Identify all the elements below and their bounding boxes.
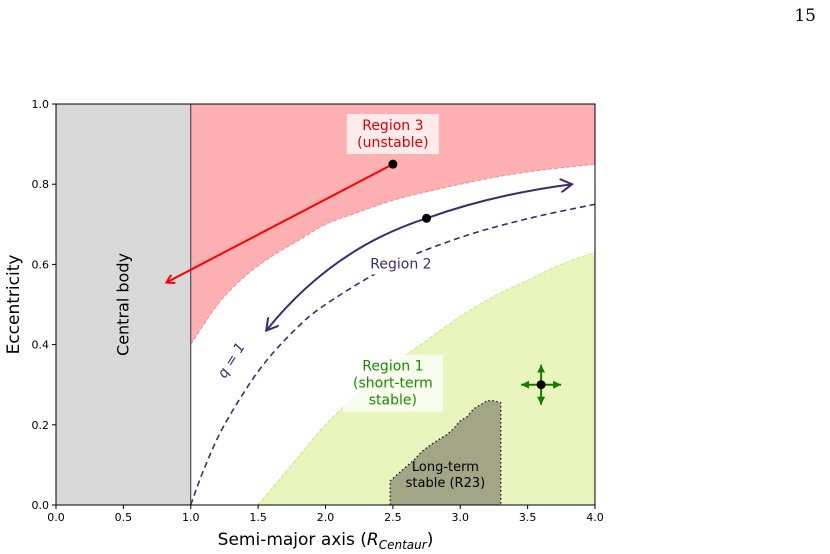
region3-label-group: Region 3(unstable) (346, 114, 439, 155)
region2-outward-arrow (426, 184, 573, 220)
x-tick-label: 2.0 (317, 511, 335, 524)
region3-area (190, 104, 595, 345)
x-tick-label: 3.5 (519, 511, 537, 524)
long-term-stable-label: stable (R23) (406, 476, 486, 491)
page-number: 15 (794, 6, 816, 26)
region2-inward-arrow (266, 217, 427, 330)
x-tick-label: 1.0 (182, 511, 200, 524)
x-tick-label: 0.5 (115, 511, 133, 524)
long-term-stable-label: Long-term (412, 460, 479, 475)
y-tick-label: 0.8 (32, 178, 50, 191)
region1-label: (short-term (353, 376, 433, 392)
region1-label-bg (342, 354, 443, 412)
x-tick-label: 3.0 (452, 511, 470, 524)
region2-label: Region 2 (370, 256, 431, 272)
region1-label: Region 1 (362, 359, 423, 375)
x-tick-label: 0.0 (47, 511, 65, 524)
region3-label: (unstable) (357, 135, 428, 151)
y-axis-label: Eccentricity (4, 255, 24, 355)
y-tick-label: 1.0 (32, 98, 50, 111)
region2-orbit-point (422, 213, 432, 223)
y-tick-label: 0.0 (32, 499, 50, 512)
x-tick-label: 4.0 (586, 511, 604, 524)
region1-label: stable) (369, 393, 417, 409)
x-tick-label: 1.5 (249, 511, 267, 524)
region1-orbit-point (536, 380, 546, 390)
x-axis-label: Semi-major axis (RCentaur) (218, 530, 434, 552)
region3-boundary (190, 163, 596, 345)
region2-label-bg (367, 254, 442, 275)
region1-boundary (257, 251, 596, 506)
q-equals-1-label: q = 1 (215, 340, 249, 381)
region3-label: Region 3 (362, 118, 423, 134)
q-equals-1-curve (189, 203, 596, 506)
long-term-stable-area (390, 400, 501, 505)
central-body-label: Central body (113, 253, 132, 356)
region3-label-bg (346, 114, 439, 155)
y-tick-label: 0.4 (32, 339, 50, 352)
region3-orbit-point (388, 159, 398, 169)
region3-arrow (166, 163, 394, 282)
y-tick-label: 0.2 (32, 419, 50, 432)
x-tick-label: 2.5 (384, 511, 402, 524)
long-term-stable-outline (389, 400, 502, 505)
central-body-region (56, 104, 191, 505)
y-tick-label: 0.6 (32, 258, 50, 271)
